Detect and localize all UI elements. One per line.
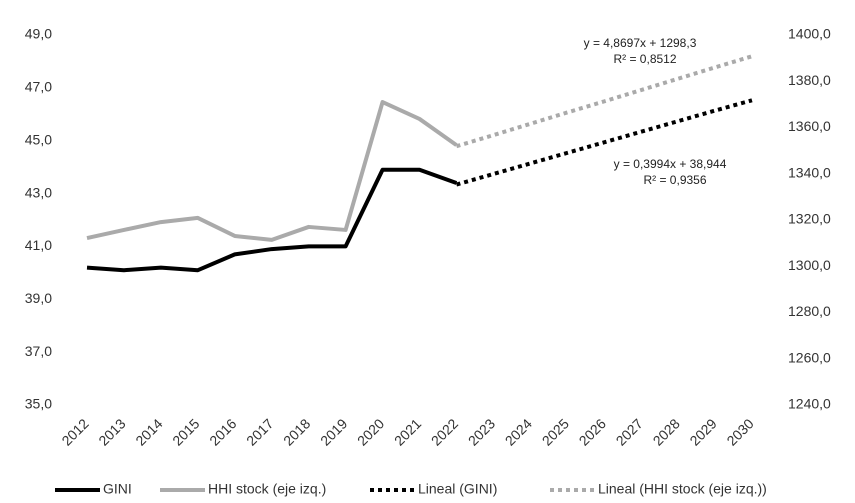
y2-tick-label: 1380,0 [788,72,831,88]
x-tick-label: 2024 [502,415,535,448]
legend-label: Lineal (HHI stock (eje izq.)) [598,481,767,497]
y-tick-label: 41,0 [25,237,52,253]
x-tick-label: 2030 [723,415,756,448]
y2-tick-label: 1340,0 [788,164,831,180]
y-tick-label: 39,0 [25,290,52,306]
y2-tick-label: 1240,0 [788,396,831,412]
x-tick-label: 2022 [428,415,461,448]
legend-label: HHI stock (eje izq.) [208,481,326,497]
x-tick-label: 2017 [243,415,276,448]
y-tick-label: 49,0 [25,26,52,42]
series-line [86,100,458,242]
legend-label: Lineal (GINI) [418,481,497,497]
series-line [86,167,458,273]
annotation: y = 0,3994x + 38,944 [614,157,727,171]
y-tick-label: 35,0 [25,396,52,412]
trend-line [455,54,753,149]
y2-tick-label: 1300,0 [788,257,831,273]
x-tick-label: 2026 [576,415,609,448]
y-tick-label: 47,0 [25,79,52,95]
y2-tick-label: 1320,0 [788,211,831,227]
x-tick-label: 2029 [686,415,719,448]
y2-tick-label: 1280,0 [788,303,831,319]
legend-label: GINI [103,481,132,497]
x-tick-label: 2020 [354,415,387,448]
x-tick-label: 2025 [539,415,572,448]
y-tick-label: 45,0 [25,131,52,147]
y-tick-label: 43,0 [25,184,52,200]
x-tick-label: 2028 [650,415,683,448]
annotation: R² = 0,8512 [613,52,676,66]
trend-line [455,98,753,187]
x-tick-label: 2015 [169,415,202,448]
x-tick-label: 2013 [95,415,128,448]
x-tick-label: 2016 [206,415,239,448]
x-tick-label: 2014 [132,415,165,448]
y2-tick-label: 1400,0 [788,26,831,42]
x-tick-label: 2012 [58,415,91,448]
x-tick-label: 2021 [391,415,424,448]
x-tick-label: 2027 [613,415,646,448]
x-tick-label: 2023 [465,415,498,448]
x-tick-label: 2019 [317,415,350,448]
annotation: R² = 0,9356 [643,173,706,187]
annotation: y = 4,8697x + 1298,3 [584,36,697,50]
y2-tick-label: 1260,0 [788,349,831,365]
x-tick-label: 2018 [280,415,313,448]
y2-tick-label: 1360,0 [788,118,831,134]
y-tick-label: 37,0 [25,343,52,359]
